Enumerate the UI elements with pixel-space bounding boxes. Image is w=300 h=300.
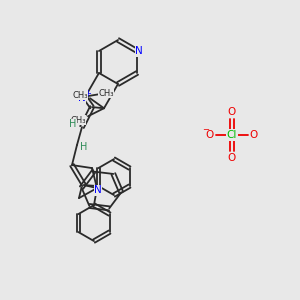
Text: CH₃: CH₃	[70, 116, 86, 125]
Text: Cl: Cl	[227, 130, 237, 140]
Text: N: N	[135, 46, 143, 56]
Text: CH₃: CH₃	[98, 89, 114, 98]
Text: +: +	[85, 89, 92, 98]
Text: O: O	[228, 153, 236, 163]
Text: −: −	[202, 125, 209, 134]
Text: O: O	[206, 130, 214, 140]
Text: H: H	[80, 142, 88, 152]
Text: CH₃: CH₃	[72, 91, 88, 100]
Text: O: O	[228, 107, 236, 117]
Text: H: H	[69, 119, 77, 129]
Text: N: N	[78, 93, 86, 103]
Text: N: N	[94, 185, 102, 195]
Text: O: O	[250, 130, 258, 140]
